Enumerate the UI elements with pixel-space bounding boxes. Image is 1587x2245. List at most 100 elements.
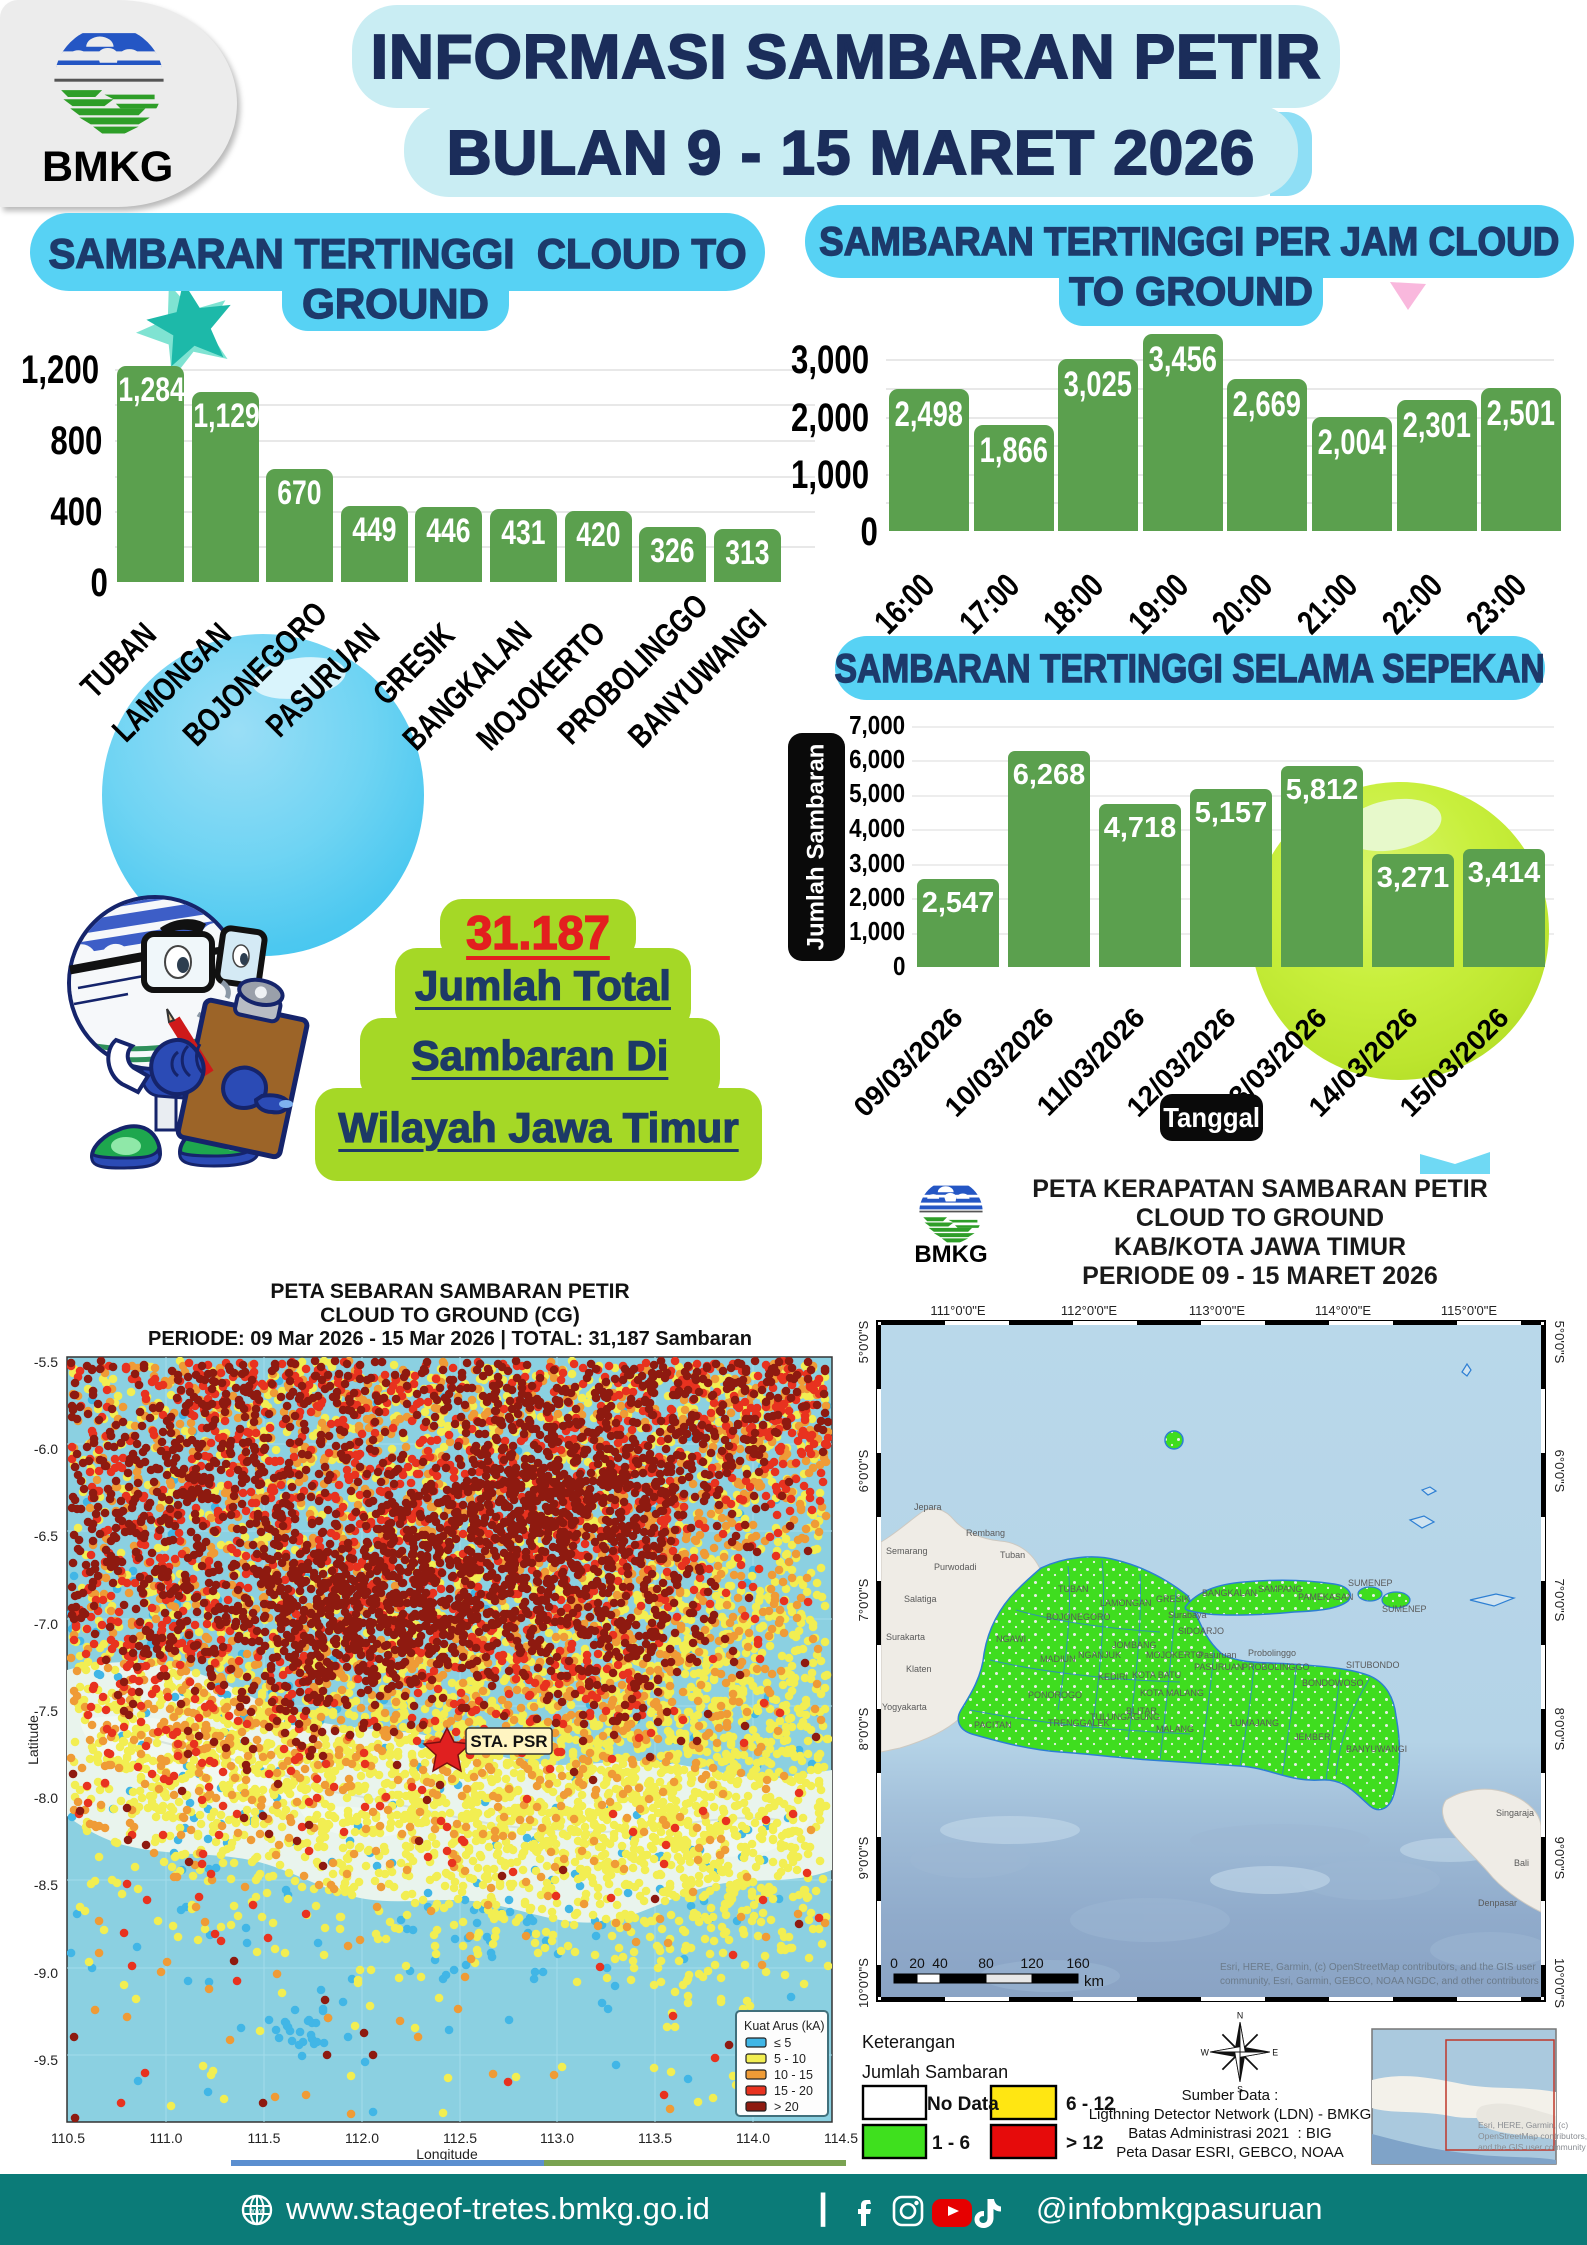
svg-text:Rembang: Rembang <box>966 1528 1005 1538</box>
svg-text:0: 0 <box>890 1955 898 1971</box>
svg-text:Pasuruan: Pasuruan <box>1198 1650 1237 1660</box>
svg-text:7°0'0"S: 7°0'0"S <box>1552 1579 1567 1622</box>
svg-text:OpenStreetMap contributors,: OpenStreetMap contributors, <box>1478 2131 1587 2141</box>
svg-text:KOTA BATU: KOTA BATU <box>1132 1670 1181 1680</box>
svg-text:MOJOKERTO: MOJOKERTO <box>1146 1650 1203 1660</box>
svg-text:PAMEKASAN: PAMEKASAN <box>1298 1592 1353 1602</box>
svg-text:Kuat Arus (kA): Kuat Arus (kA) <box>744 2019 825 2033</box>
svg-text:113.0: 113.0 <box>540 2130 574 2146</box>
svg-text:111°0'0"E: 111°0'0"E <box>930 1303 986 1318</box>
svg-text:Sumber Data :: Sumber Data : <box>1182 2087 1279 2104</box>
svg-text:9°0'0"S: 9°0'0"S <box>856 1836 871 1879</box>
svg-text:Surakarta: Surakarta <box>886 1632 925 1642</box>
svg-text:40: 40 <box>932 1955 948 1971</box>
svg-text:114.0: 114.0 <box>736 2130 770 2146</box>
svg-text:-6.5: -6.5 <box>34 1528 58 1544</box>
svg-text:JOMBANG: JOMBANG <box>1112 1640 1157 1650</box>
svg-text:Bali: Bali <box>1514 1858 1529 1868</box>
svg-text:10 - 15: 10 - 15 <box>774 2068 813 2082</box>
svg-text:S: S <box>1237 2084 1243 2094</box>
svg-text:CLOUD TO GROUND: CLOUD TO GROUND <box>1136 1204 1384 1232</box>
svg-text:SIDOARJO: SIDOARJO <box>1178 1626 1224 1636</box>
svg-text:110.5: 110.5 <box>51 2130 85 2146</box>
svg-text:Purwodadi: Purwodadi <box>934 1562 977 1572</box>
svg-text:115°0'0"E: 115°0'0"E <box>1441 1303 1497 1318</box>
svg-text:20: 20 <box>909 1955 925 1971</box>
svg-text:MADIUN: MADIUN <box>1040 1654 1076 1664</box>
svg-text:120: 120 <box>1020 1955 1044 1971</box>
svg-text:80: 80 <box>978 1955 994 1971</box>
svg-text:SUMENEP: SUMENEP <box>1382 1604 1427 1614</box>
svg-text:BLITAR: BLITAR <box>1126 1706 1157 1716</box>
svg-text:> 12: > 12 <box>1066 2133 1104 2154</box>
svg-text:Longitude: Longitude <box>416 2146 478 2160</box>
svg-text:PETA KERAPATAN SAMBARAN PETIR: PETA KERAPATAN SAMBARAN PETIR <box>1032 1175 1488 1203</box>
svg-text:Probolinggo: Probolinggo <box>1248 1648 1296 1658</box>
svg-text:Yogyakarta: Yogyakarta <box>882 1702 927 1712</box>
svg-text:BOJONEGORO: BOJONEGORO <box>1046 1612 1111 1622</box>
svg-text:-9.0: -9.0 <box>34 1965 58 1981</box>
svg-text:TRENGGALEK: TRENGGALEK <box>1048 1718 1110 1728</box>
svg-text:Tuban: Tuban <box>1000 1550 1025 1560</box>
svg-text:113.5: 113.5 <box>638 2130 672 2146</box>
svg-text:-5.5: -5.5 <box>34 1354 58 1370</box>
svg-text:PASURUAN: PASURUAN <box>1194 1662 1243 1672</box>
svg-text:No Data: No Data <box>927 2094 999 2115</box>
svg-text:SAMPANG: SAMPANG <box>1258 1584 1302 1594</box>
svg-text:5 - 10: 5 - 10 <box>774 2052 806 2066</box>
svg-text:KOTA MALANG: KOTA MALANG <box>1140 1688 1204 1698</box>
svg-text:Esri, HERE, Garmin, (c) OpenSt: Esri, HERE, Garmin, (c) OpenStreetMap co… <box>1220 1962 1536 1973</box>
svg-text:Batas Administrasi 2021 : BIG: Batas Administrasi 2021 : BIG <box>1128 2125 1331 2142</box>
svg-text:10°0'0"S: 10°0'0"S <box>856 1958 871 2008</box>
svg-text:LAMONGAN: LAMONGAN <box>1100 1598 1152 1608</box>
svg-text:BONDOWOSO: BONDOWOSO <box>1302 1678 1364 1688</box>
svg-text:TULUNGAGUNG: TULUNGAGUNG <box>1090 1712 1160 1722</box>
svg-text:LUMAJANG: LUMAJANG <box>1230 1718 1279 1728</box>
svg-text:5°0'0"S: 5°0'0"S <box>1552 1321 1567 1364</box>
svg-text:PACITAN: PACITAN <box>974 1720 1012 1730</box>
svg-text:112.5: 112.5 <box>443 2130 477 2146</box>
svg-text:-6.0: -6.0 <box>34 1441 58 1457</box>
svg-text:1 - 6: 1 - 6 <box>932 2133 970 2154</box>
svg-text:Jumlah Sambaran: Jumlah Sambaran <box>862 2062 1008 2082</box>
svg-text:NGAWI: NGAWI <box>996 1634 1026 1644</box>
svg-text:Ligthning Detector Network (LD: Ligthning Detector Network (LDN) - BMKG <box>1089 2106 1372 2123</box>
svg-text:W: W <box>1201 2048 1210 2058</box>
svg-text:BANGKALAN: BANGKALAN <box>1202 1588 1257 1598</box>
svg-text:111.0: 111.0 <box>150 2130 183 2146</box>
svg-text:Jepara: Jepara <box>914 1502 942 1512</box>
svg-text:STA. PSR: STA. PSR <box>470 1732 547 1751</box>
svg-text:Keterangan: Keterangan <box>862 2032 955 2052</box>
svg-text:Semarang: Semarang <box>886 1546 928 1556</box>
svg-text:-9.5: -9.5 <box>34 2052 58 2068</box>
svg-text:GRESIK: GRESIK <box>1156 1594 1190 1604</box>
svg-text:and the GIS user community: and the GIS user community <box>1478 2142 1586 2152</box>
svg-text:≤ 5: ≤ 5 <box>774 2036 791 2050</box>
svg-text:www: www <box>248 2208 265 2215</box>
svg-text:BANYUWANGI: BANYUWANGI <box>1346 1744 1407 1754</box>
svg-text:Peta Dasar ESRI, GEBCO, NOAA: Peta Dasar ESRI, GEBCO, NOAA <box>1116 2144 1344 2161</box>
svg-text:N: N <box>1237 2011 1243 2021</box>
svg-text:6 - 12: 6 - 12 <box>1066 2094 1115 2115</box>
svg-text:community, Esri, Garmin, GEBCO: community, Esri, Garmin, GEBCO, NOAA NGD… <box>1220 1976 1539 1987</box>
svg-text:TUBAN: TUBAN <box>1058 1584 1089 1594</box>
svg-text:-8.5: -8.5 <box>34 1877 58 1893</box>
svg-text:Singaraja: Singaraja <box>1496 1808 1534 1818</box>
svg-text:114°0'0"E: 114°0'0"E <box>1315 1303 1371 1318</box>
svg-text:-8.0: -8.0 <box>34 1790 58 1806</box>
svg-text:SITUBONDO: SITUBONDO <box>1346 1660 1400 1670</box>
svg-text:160: 160 <box>1066 1955 1090 1971</box>
svg-text:Surabaya: Surabaya <box>1168 1610 1207 1620</box>
svg-text:MALANG: MALANG <box>1156 1724 1194 1734</box>
svg-text:9°0'0"S: 9°0'0"S <box>1552 1837 1567 1880</box>
svg-text:10°0'0"S: 10°0'0"S <box>1552 1958 1567 2008</box>
svg-text:7°0'0"S: 7°0'0"S <box>856 1578 871 1621</box>
svg-text:113°0'0"E: 113°0'0"E <box>1189 1303 1245 1318</box>
svg-text:KAB/KOTA JAWA TIMUR: KAB/KOTA JAWA TIMUR <box>1114 1233 1406 1261</box>
svg-text:112.0: 112.0 <box>345 2130 379 2146</box>
svg-text:8°0'0"S: 8°0'0"S <box>856 1707 871 1750</box>
svg-text:114.5: 114.5 <box>824 2130 858 2146</box>
svg-text:Latitude: Latitude <box>25 1715 41 1765</box>
svg-text:111.5: 111.5 <box>248 2130 281 2146</box>
svg-text:112°0'0"E: 112°0'0"E <box>1061 1303 1117 1318</box>
